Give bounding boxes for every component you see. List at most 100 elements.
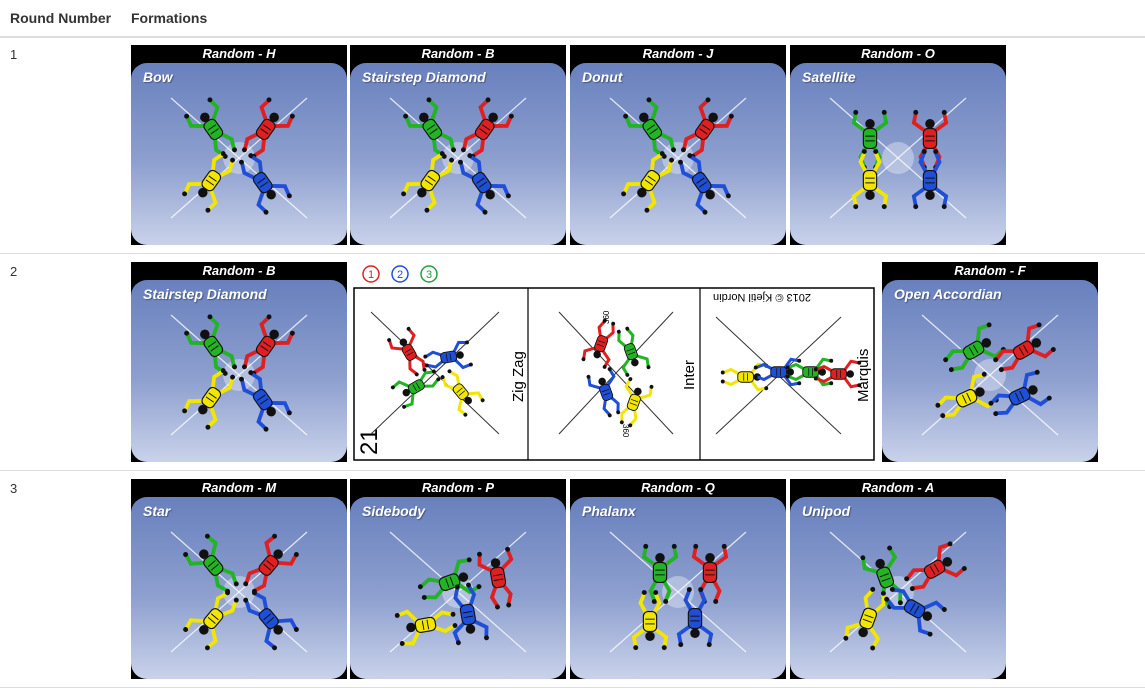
skydiver-figure xyxy=(423,340,473,370)
formation-card[interactable]: Random - B Stairstep Diamond xyxy=(131,262,347,462)
formation-diagram xyxy=(389,97,527,219)
formation-card[interactable]: Random - M Star xyxy=(131,479,347,679)
formation-card[interactable]: Random - H Bow xyxy=(131,45,347,245)
formation-diagram xyxy=(170,531,308,653)
round-number: 3 xyxy=(10,481,18,496)
skydiver-figure xyxy=(241,97,295,159)
sheet-number: 21 xyxy=(356,428,383,455)
skydiver-figure xyxy=(440,369,485,417)
round-number: 1 xyxy=(10,47,18,62)
block-sheet[interactable]: 1 2 3 21 Zig Zag Inter Marquis 360 360 2… xyxy=(351,262,877,461)
skydiver-figure xyxy=(457,153,511,215)
formation-panel: Star xyxy=(131,497,347,679)
formation-card[interactable]: Random - F Open Accordian xyxy=(882,262,1098,462)
formation-diagram xyxy=(921,314,1059,436)
skydiver-figure xyxy=(851,109,889,170)
formation-diagram xyxy=(829,531,967,653)
skydiver-figure xyxy=(238,153,292,215)
formation-panel: Sidebody xyxy=(350,497,566,679)
formation-panel: Bow xyxy=(131,63,347,245)
formation-name: Bow xyxy=(143,69,173,85)
formation-diagram xyxy=(829,97,967,219)
skydiver-figure xyxy=(813,359,862,389)
formation-panel: Satellite xyxy=(790,63,1006,245)
skydiver-figure xyxy=(993,322,1056,373)
random-label: Random - A xyxy=(861,480,935,495)
skydiver-figure xyxy=(417,557,482,600)
skydiver-figure xyxy=(691,543,729,604)
skydiver-figure xyxy=(619,377,654,428)
skydiver-figure xyxy=(616,326,651,377)
skydiver-figure xyxy=(641,543,679,604)
table-header: Round Number Formations xyxy=(0,0,1145,38)
formation-diagram xyxy=(609,97,747,219)
random-label: Random - O xyxy=(861,46,935,61)
formation-card[interactable]: Random - B Stairstep Diamond xyxy=(350,45,566,245)
order-mark: 2 xyxy=(397,269,403,281)
formation-panel: Donut xyxy=(570,63,786,245)
skydiver-figure xyxy=(183,590,239,651)
formation-diagram xyxy=(609,531,747,653)
skydiver-figure xyxy=(621,151,675,213)
formation-card[interactable]: Random - Q Phalanx xyxy=(570,479,786,679)
skydiver-figure xyxy=(182,368,236,430)
copyright-text: 2013 © Kjetil Nordin xyxy=(713,291,811,303)
formation-panel: Stairstep Diamond xyxy=(131,280,347,462)
formation-panel: Unipod xyxy=(790,497,1006,679)
formation-card[interactable]: Random - J Donut xyxy=(570,45,786,245)
skydiver-figure xyxy=(753,357,802,387)
formation-name: Stairstep Diamond xyxy=(362,69,486,85)
random-label: Random - Q xyxy=(641,480,715,495)
skydiver-figure xyxy=(401,151,455,213)
round-number-header: Round Number xyxy=(10,10,112,26)
spin-mark: 360 xyxy=(621,424,630,438)
random-label: Random - H xyxy=(202,46,276,61)
skydiver-figure xyxy=(677,153,731,215)
skydiver-figure xyxy=(851,149,889,210)
formation-title: Inter xyxy=(681,360,698,390)
skydiver-figure xyxy=(390,369,441,409)
formation-name: Satellite xyxy=(802,69,856,85)
formation-diagram xyxy=(389,531,527,653)
spin-mark: 360 xyxy=(602,310,611,324)
skydiver-figure xyxy=(884,586,947,637)
table-row: 1 xyxy=(0,37,1145,254)
round-number: 2 xyxy=(10,264,18,279)
skydiver-figure xyxy=(623,97,677,159)
skydiver-figure xyxy=(403,97,457,159)
formation-panel: Open Accordian xyxy=(882,280,1098,462)
skydiver-figure xyxy=(394,609,458,646)
random-label: Random - M xyxy=(201,480,277,495)
skydiver-figure xyxy=(387,326,427,377)
order-marks: 1 2 3 xyxy=(362,265,438,283)
skydiver-figure xyxy=(586,367,621,418)
skydiver-figure xyxy=(477,546,514,610)
skydiver-figure xyxy=(911,149,949,210)
formation-card[interactable]: Random - P Sidebody xyxy=(350,479,566,679)
random-label: Random - B xyxy=(202,263,276,278)
formation-name: Phalanx xyxy=(582,503,636,519)
table-row: 2 xyxy=(0,254,1145,471)
formations-header: Formations xyxy=(131,10,208,26)
skydiver-figure xyxy=(631,590,669,651)
skydiver-figure xyxy=(452,582,489,646)
formation-card[interactable]: Random - O Satellite xyxy=(790,45,1006,245)
random-label: Random - F xyxy=(954,263,1026,278)
formation-name: Donut xyxy=(582,69,623,85)
formation-panel: Phalanx xyxy=(570,497,786,679)
random-label: Random - B xyxy=(421,46,495,61)
block-sheet-drawing: 1 2 3 21 Zig Zag Inter Marquis 360 360 2… xyxy=(353,265,875,461)
skydiver-figure xyxy=(182,151,236,213)
formation-card[interactable]: Random - A Unipod xyxy=(790,479,1006,679)
order-mark: 3 xyxy=(426,269,432,281)
random-label: Random - J xyxy=(642,46,714,61)
skydiver-figure xyxy=(720,362,769,392)
random-label: Random - P xyxy=(421,480,495,495)
skydiver-figure xyxy=(904,541,967,592)
skydiver-figure xyxy=(238,370,292,432)
formation-name: Unipod xyxy=(802,503,851,519)
skydiver-figure xyxy=(843,586,886,651)
formation-diagram xyxy=(170,314,308,436)
formation-title: Marquis xyxy=(855,349,872,402)
skydiver-figure xyxy=(581,318,616,369)
